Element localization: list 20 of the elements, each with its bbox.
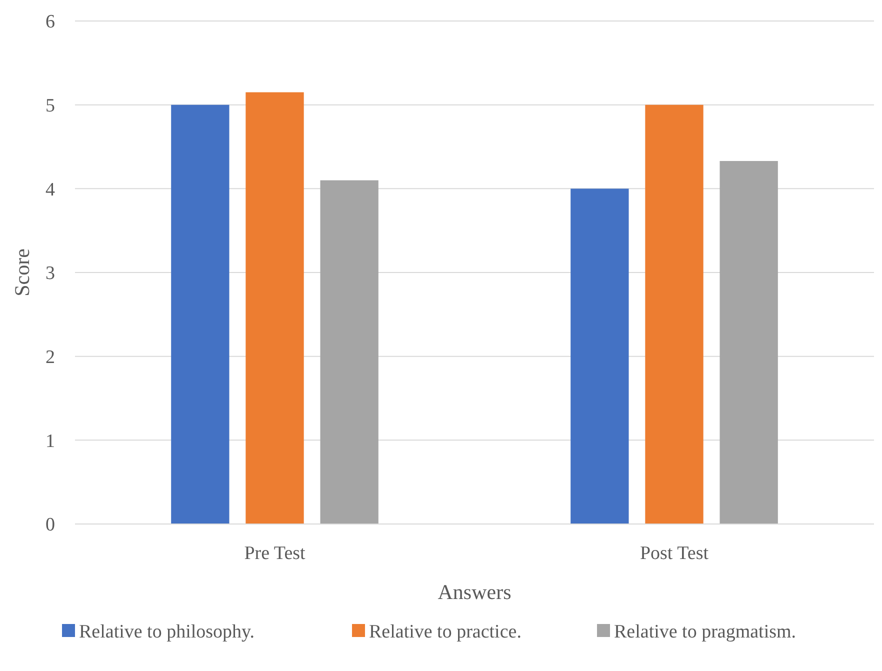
bar xyxy=(171,104,230,524)
bar xyxy=(246,92,304,524)
x-tick-label: Post Test xyxy=(640,543,710,564)
bar xyxy=(720,161,778,524)
legend-label: Relative to philosophy. xyxy=(79,622,255,643)
y-tick-label: 3 xyxy=(46,263,55,284)
y-tick-label: 4 xyxy=(46,179,56,200)
x-axis-title: Answers xyxy=(438,580,512,604)
y-axis-title: Score xyxy=(10,248,34,296)
y-tick-label: 1 xyxy=(46,430,55,452)
y-tick-label: 5 xyxy=(46,95,55,116)
x-tick-label: Pre Test xyxy=(244,543,306,564)
legend-label: Relative to pragmatism. xyxy=(614,622,796,643)
bar xyxy=(570,188,629,524)
legend-label: Relative to practice. xyxy=(369,622,522,643)
bar xyxy=(645,104,704,524)
y-tick-label: 6 xyxy=(46,12,55,33)
y-tick-label: 0 xyxy=(46,514,55,536)
y-tick-label: 2 xyxy=(46,346,55,368)
bar xyxy=(320,180,378,524)
